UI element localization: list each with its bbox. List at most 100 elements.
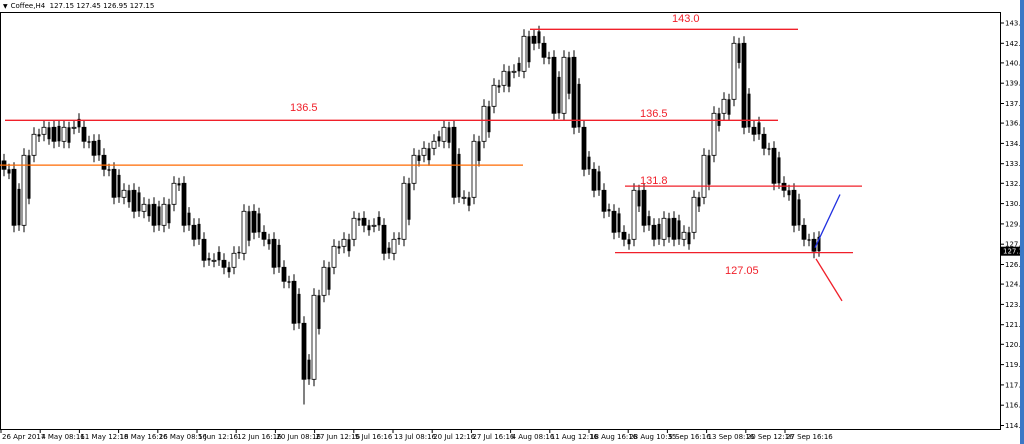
candle xyxy=(111,168,117,198)
candle xyxy=(721,98,727,114)
candle xyxy=(351,217,357,240)
candle xyxy=(681,231,687,240)
candle xyxy=(371,224,377,227)
candle xyxy=(121,189,127,198)
current-price-label: 127.15 xyxy=(1003,248,1024,256)
candle xyxy=(591,168,597,191)
candle xyxy=(387,247,391,254)
x-tick-label: 18 Aug 16:16 xyxy=(590,433,638,441)
candle xyxy=(607,209,611,212)
candle xyxy=(621,231,627,240)
candle xyxy=(761,133,767,149)
candle xyxy=(87,141,91,143)
candle xyxy=(21,154,27,226)
x-tick-label: 20 Jul 12:16 xyxy=(433,433,476,441)
candle xyxy=(641,189,647,226)
candle xyxy=(487,106,491,133)
y-tick-label: 117.60 xyxy=(1005,381,1024,389)
candle xyxy=(427,148,431,161)
candle xyxy=(31,133,37,156)
candle xyxy=(647,216,651,226)
dropdown-triangle-icon[interactable]: ▼ xyxy=(3,3,8,10)
candle xyxy=(737,43,741,63)
candle xyxy=(177,183,181,186)
candle xyxy=(551,56,557,114)
candle xyxy=(627,239,631,245)
candle xyxy=(57,125,61,142)
level-label: 136.5 xyxy=(290,102,318,114)
candle xyxy=(181,182,187,226)
candle xyxy=(171,182,177,205)
x-tick-label: 13 Sep 08:16 xyxy=(708,433,755,441)
candle xyxy=(247,211,251,241)
x-tick-label: 20 Jun 08:16 xyxy=(276,433,321,441)
candle xyxy=(671,217,677,240)
candle xyxy=(711,112,717,156)
candle xyxy=(701,154,707,198)
candle xyxy=(167,204,171,224)
candle xyxy=(81,126,87,142)
candle xyxy=(301,322,307,380)
candle xyxy=(367,225,371,231)
x-tick-label: 27 Sep 16:16 xyxy=(786,433,833,441)
candle xyxy=(501,70,507,86)
candle xyxy=(311,294,317,380)
candle xyxy=(377,216,381,226)
candle xyxy=(347,239,351,252)
y-tick-label: 124.80 xyxy=(1005,281,1024,289)
candle xyxy=(571,56,577,128)
candle xyxy=(447,127,451,143)
candle xyxy=(757,122,761,135)
y-tick-label: 126.20 xyxy=(1005,261,1024,269)
x-tick-label: 5 Jun 12:16 xyxy=(198,433,239,441)
candle xyxy=(557,76,561,114)
y-tick-label: 123.35 xyxy=(1005,301,1024,309)
current-price-tag xyxy=(1001,246,1021,256)
candle xyxy=(117,174,121,198)
candle xyxy=(381,224,387,254)
candle xyxy=(441,126,447,142)
candle xyxy=(471,140,477,198)
chart-title: ▼ Coffee,H4 127.15 127.45 126.95 127.15 xyxy=(3,2,154,10)
y-tick-label: 133.40 xyxy=(1005,160,1024,168)
candle xyxy=(51,126,57,142)
candle xyxy=(791,189,797,226)
candle xyxy=(11,168,17,226)
candle xyxy=(727,99,731,115)
candle xyxy=(697,197,701,207)
candle xyxy=(161,203,167,226)
candle xyxy=(361,217,367,226)
candle xyxy=(267,239,271,245)
x-tick-label: 4 May 08:16 xyxy=(41,433,85,441)
candle xyxy=(277,244,281,268)
candle xyxy=(467,197,471,206)
candle xyxy=(717,113,721,126)
candle xyxy=(751,126,757,135)
candle xyxy=(211,259,217,262)
candle xyxy=(357,218,361,221)
candle xyxy=(531,35,537,44)
candle xyxy=(337,246,341,249)
candle xyxy=(741,42,747,128)
candle xyxy=(567,57,571,94)
candle xyxy=(421,147,427,156)
x-tick-label: 11 Aug 12:16 xyxy=(551,433,599,441)
y-tick-label: 116.15 xyxy=(1005,402,1024,410)
candle xyxy=(61,126,67,142)
candle xyxy=(151,203,157,226)
candle xyxy=(637,190,641,207)
scrollbar[interactable] xyxy=(1020,0,1024,444)
y-tick-label: 140.60 xyxy=(1005,59,1024,67)
candle xyxy=(307,359,311,380)
candle xyxy=(707,155,711,185)
candle xyxy=(107,169,111,171)
candle xyxy=(131,189,137,212)
candle xyxy=(291,280,297,324)
level-label: 143.0 xyxy=(672,13,700,25)
candle xyxy=(327,267,331,290)
candle xyxy=(527,36,531,63)
level-label: 136.5 xyxy=(640,108,668,120)
candle xyxy=(241,210,247,254)
candle xyxy=(271,238,277,268)
